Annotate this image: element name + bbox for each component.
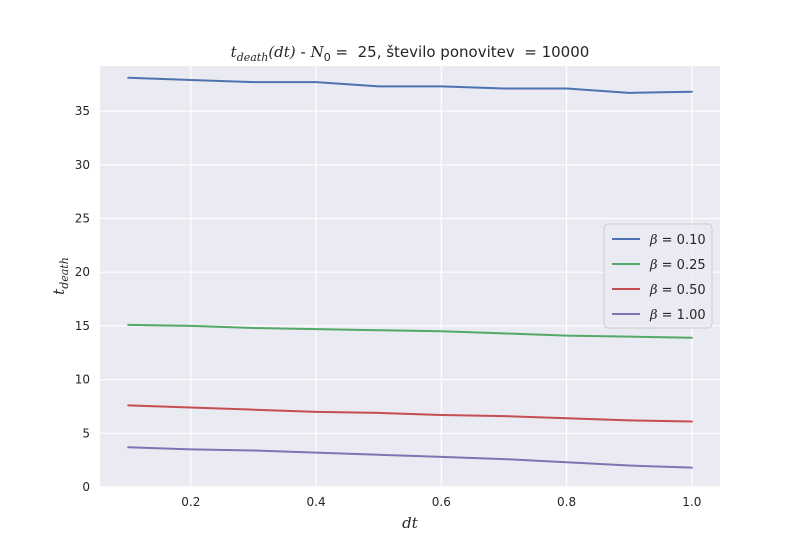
y-tick-label: 20 — [75, 265, 90, 279]
legend-box — [603, 223, 713, 329]
y-tick-label: 5 — [82, 426, 90, 440]
y-axis-label: tdeath — [50, 257, 71, 295]
legend-label-2: β = 0.50 — [649, 283, 706, 298]
y-tick-label: 25 — [75, 212, 90, 226]
legend-label-0: β = 0.10 — [649, 233, 706, 248]
series-line-1 — [127, 323, 693, 339]
y-tick-label: 35 — [75, 104, 90, 118]
x-tick-label: 0.2 — [181, 495, 200, 509]
series-lines — [127, 76, 693, 469]
series-line-0 — [127, 76, 693, 94]
y-tick-label: 30 — [75, 158, 90, 172]
y-tick-labels: 0 5 10 15 20 25 30 35 — [75, 104, 90, 494]
x-tick-label: 0.4 — [307, 495, 326, 509]
x-tick-label: 1.0 — [682, 495, 701, 509]
legend-items: β = 0.10 β = 0.25 β = 0.50 β = 1.00 — [612, 233, 706, 323]
legend: β = 0.10 β = 0.25 β = 0.50 β = 1.00 — [603, 223, 713, 329]
x-tick-label: 0.6 — [432, 495, 451, 509]
series-line-3 — [127, 446, 693, 469]
x-tick-label: 0.8 — [557, 495, 576, 509]
legend-label-3: β = 1.00 — [649, 308, 706, 323]
x-axis-label: dt — [402, 514, 419, 532]
series-line-2 — [127, 404, 693, 423]
legend-label-1: β = 0.25 — [649, 258, 706, 273]
y-tick-label: 0 — [82, 480, 90, 494]
y-tick-label: 15 — [75, 319, 90, 333]
chart-title: tdeath(dt) - N0 = 25, število ponovitev … — [231, 43, 590, 64]
x-tick-labels: 0.2 0.4 0.6 0.8 1.0 — [181, 495, 701, 509]
y-tick-label: 10 — [75, 373, 90, 387]
